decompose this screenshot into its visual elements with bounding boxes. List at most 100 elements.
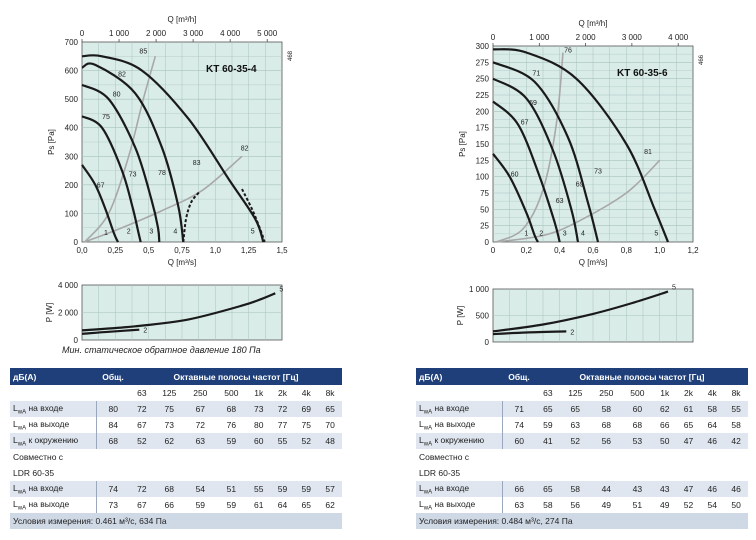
row-label: LwA к окружению <box>416 433 502 449</box>
top-axis-label: Q [m³/h] <box>579 19 608 28</box>
band-value: 55 <box>724 401 748 417</box>
band-value: 69 <box>294 401 319 417</box>
curve-label: 5 <box>654 230 658 237</box>
total-cell: 80 <box>95 401 130 417</box>
total-cell: 73 <box>95 497 130 513</box>
y-tick-label: 250 <box>476 75 490 84</box>
y-tick-label: 200 <box>476 107 490 116</box>
band-value: 65 <box>318 401 342 417</box>
band-value: 75 <box>153 401 185 417</box>
efficiency-curve <box>496 159 661 243</box>
band-value: 48 <box>318 433 342 449</box>
curve-label: 63 <box>556 198 564 205</box>
x-axis-label: Q [m³/s] <box>579 258 607 267</box>
efficiency-curve <box>84 155 243 243</box>
band-value: 42 <box>724 433 748 449</box>
hdr-db: дБ(А) <box>416 368 502 385</box>
band-value: 46 <box>724 481 748 497</box>
y-tick-label: 300 <box>65 152 79 161</box>
y-tick-label: 225 <box>476 91 490 100</box>
y-tick-label: 500 <box>476 312 490 321</box>
freq-header: 500 <box>621 385 653 401</box>
freq-header: 125 <box>559 385 591 401</box>
series-line-2 <box>81 328 140 335</box>
table-row: LwA на входе 71 65 65 58 60 62 61 58 55 <box>416 401 748 417</box>
series-line-3 <box>492 77 580 243</box>
top-tick-label: 5 000 <box>257 29 278 38</box>
curve-label: 5 <box>251 228 255 235</box>
series-label-5: 5 <box>279 286 283 293</box>
band-value: 52 <box>130 433 154 449</box>
band-value: 65 <box>294 497 319 513</box>
band-value: 50 <box>724 497 748 513</box>
freq-header: 63 <box>130 385 154 401</box>
band-value: 72 <box>270 401 295 417</box>
band-value: 75 <box>294 417 319 433</box>
table-row: LwA к окружению 60 41 52 56 53 50 47 46 42 <box>416 433 748 449</box>
measurement-conditions: Условия измерения: 0.484 м³/с, 274 Па <box>416 513 748 529</box>
row-label: LwA на выходе <box>416 497 502 513</box>
band-value: 65 <box>676 417 701 433</box>
total-cell: 84 <box>95 417 130 433</box>
y-tick-label: 175 <box>476 124 490 133</box>
y-tick-label: 100 <box>65 209 79 218</box>
band-value: 52 <box>559 433 591 449</box>
band-value: 61 <box>676 401 701 417</box>
curve-label: 75 <box>102 114 110 121</box>
band-value: 67 <box>184 401 216 417</box>
row-label: LwA на входе <box>416 481 502 497</box>
total-cell: 74 <box>501 417 536 433</box>
band-value: 59 <box>270 481 295 497</box>
top-tick-label: 1 000 <box>529 33 550 42</box>
freq-header: 8k <box>318 385 342 401</box>
top-tick-label: 0 <box>80 29 85 38</box>
x-tick-label: 0,5 <box>143 246 155 255</box>
sound-table-right: дБ(А) Общ. Октавные полосы частот [Гц] 6… <box>416 368 748 529</box>
series-label-2: 2 <box>570 329 574 336</box>
series-line-5 <box>81 292 276 332</box>
top-tick-label: 1 000 <box>109 29 130 38</box>
band-value: 77 <box>270 417 295 433</box>
band-value: 67 <box>130 417 154 433</box>
band-value: 68 <box>215 401 247 417</box>
band-value: 54 <box>700 497 725 513</box>
y-tick-label: 50 <box>480 205 489 214</box>
y-axis-label: Ps [Pa] <box>47 129 56 155</box>
curve-label: 2 <box>539 230 543 237</box>
table-row: LwA на входе 66 65 58 44 43 43 47 46 46 <box>416 481 748 497</box>
band-value: 73 <box>153 417 185 433</box>
x-tick-label: 0 <box>491 246 496 255</box>
band-value: 62 <box>652 401 677 417</box>
x-tick-label: 0,2 <box>521 246 533 255</box>
y-tick-label: 0 <box>485 338 490 347</box>
curve-label: 82 <box>241 146 249 153</box>
y-tick-label: 400 <box>65 124 79 133</box>
band-value: 43 <box>621 481 653 497</box>
series-line-3 <box>81 83 161 243</box>
hdr-bands: Октавные полосы частот [Гц] <box>536 368 748 385</box>
freq-header: 4k <box>294 385 319 401</box>
curve-label: 85 <box>139 48 147 55</box>
table-row: LwA на выходе 84 67 73 72 76 80 77 75 70 <box>10 417 342 433</box>
table-row: LwA на входе 74 72 68 54 51 55 59 59 57 <box>10 481 342 497</box>
curve-label: 80 <box>113 91 121 98</box>
hdr-db: дБ(А) <box>10 368 96 385</box>
y-tick-label: 4 000 <box>58 281 79 290</box>
band-value: 47 <box>676 481 701 497</box>
y-tick-label: 25 <box>480 222 489 231</box>
table-row: LwA на выходе 74 59 63 68 68 66 65 64 58 <box>416 417 748 433</box>
combined-label: Совместно с <box>416 449 748 465</box>
band-value: 68 <box>590 417 622 433</box>
hdr-bands: Октавные полосы частот [Гц] <box>130 368 342 385</box>
curve-label: 69 <box>529 100 537 107</box>
combined-model: LDR 60-35 <box>416 465 748 481</box>
band-value: 73 <box>246 401 271 417</box>
measurement-conditions: Условия измерения: 0.461 м³/с, 634 Па <box>10 513 342 529</box>
freq-header: 2k <box>270 385 295 401</box>
y-tick-label: 0 <box>74 238 79 247</box>
curve-label: 73 <box>594 168 602 175</box>
curve-label: 81 <box>644 149 652 156</box>
y-tick-label: 500 <box>65 95 79 104</box>
x-tick-label: 0,4 <box>554 246 566 255</box>
x-axis-label: Q [m³/s] <box>168 258 196 267</box>
